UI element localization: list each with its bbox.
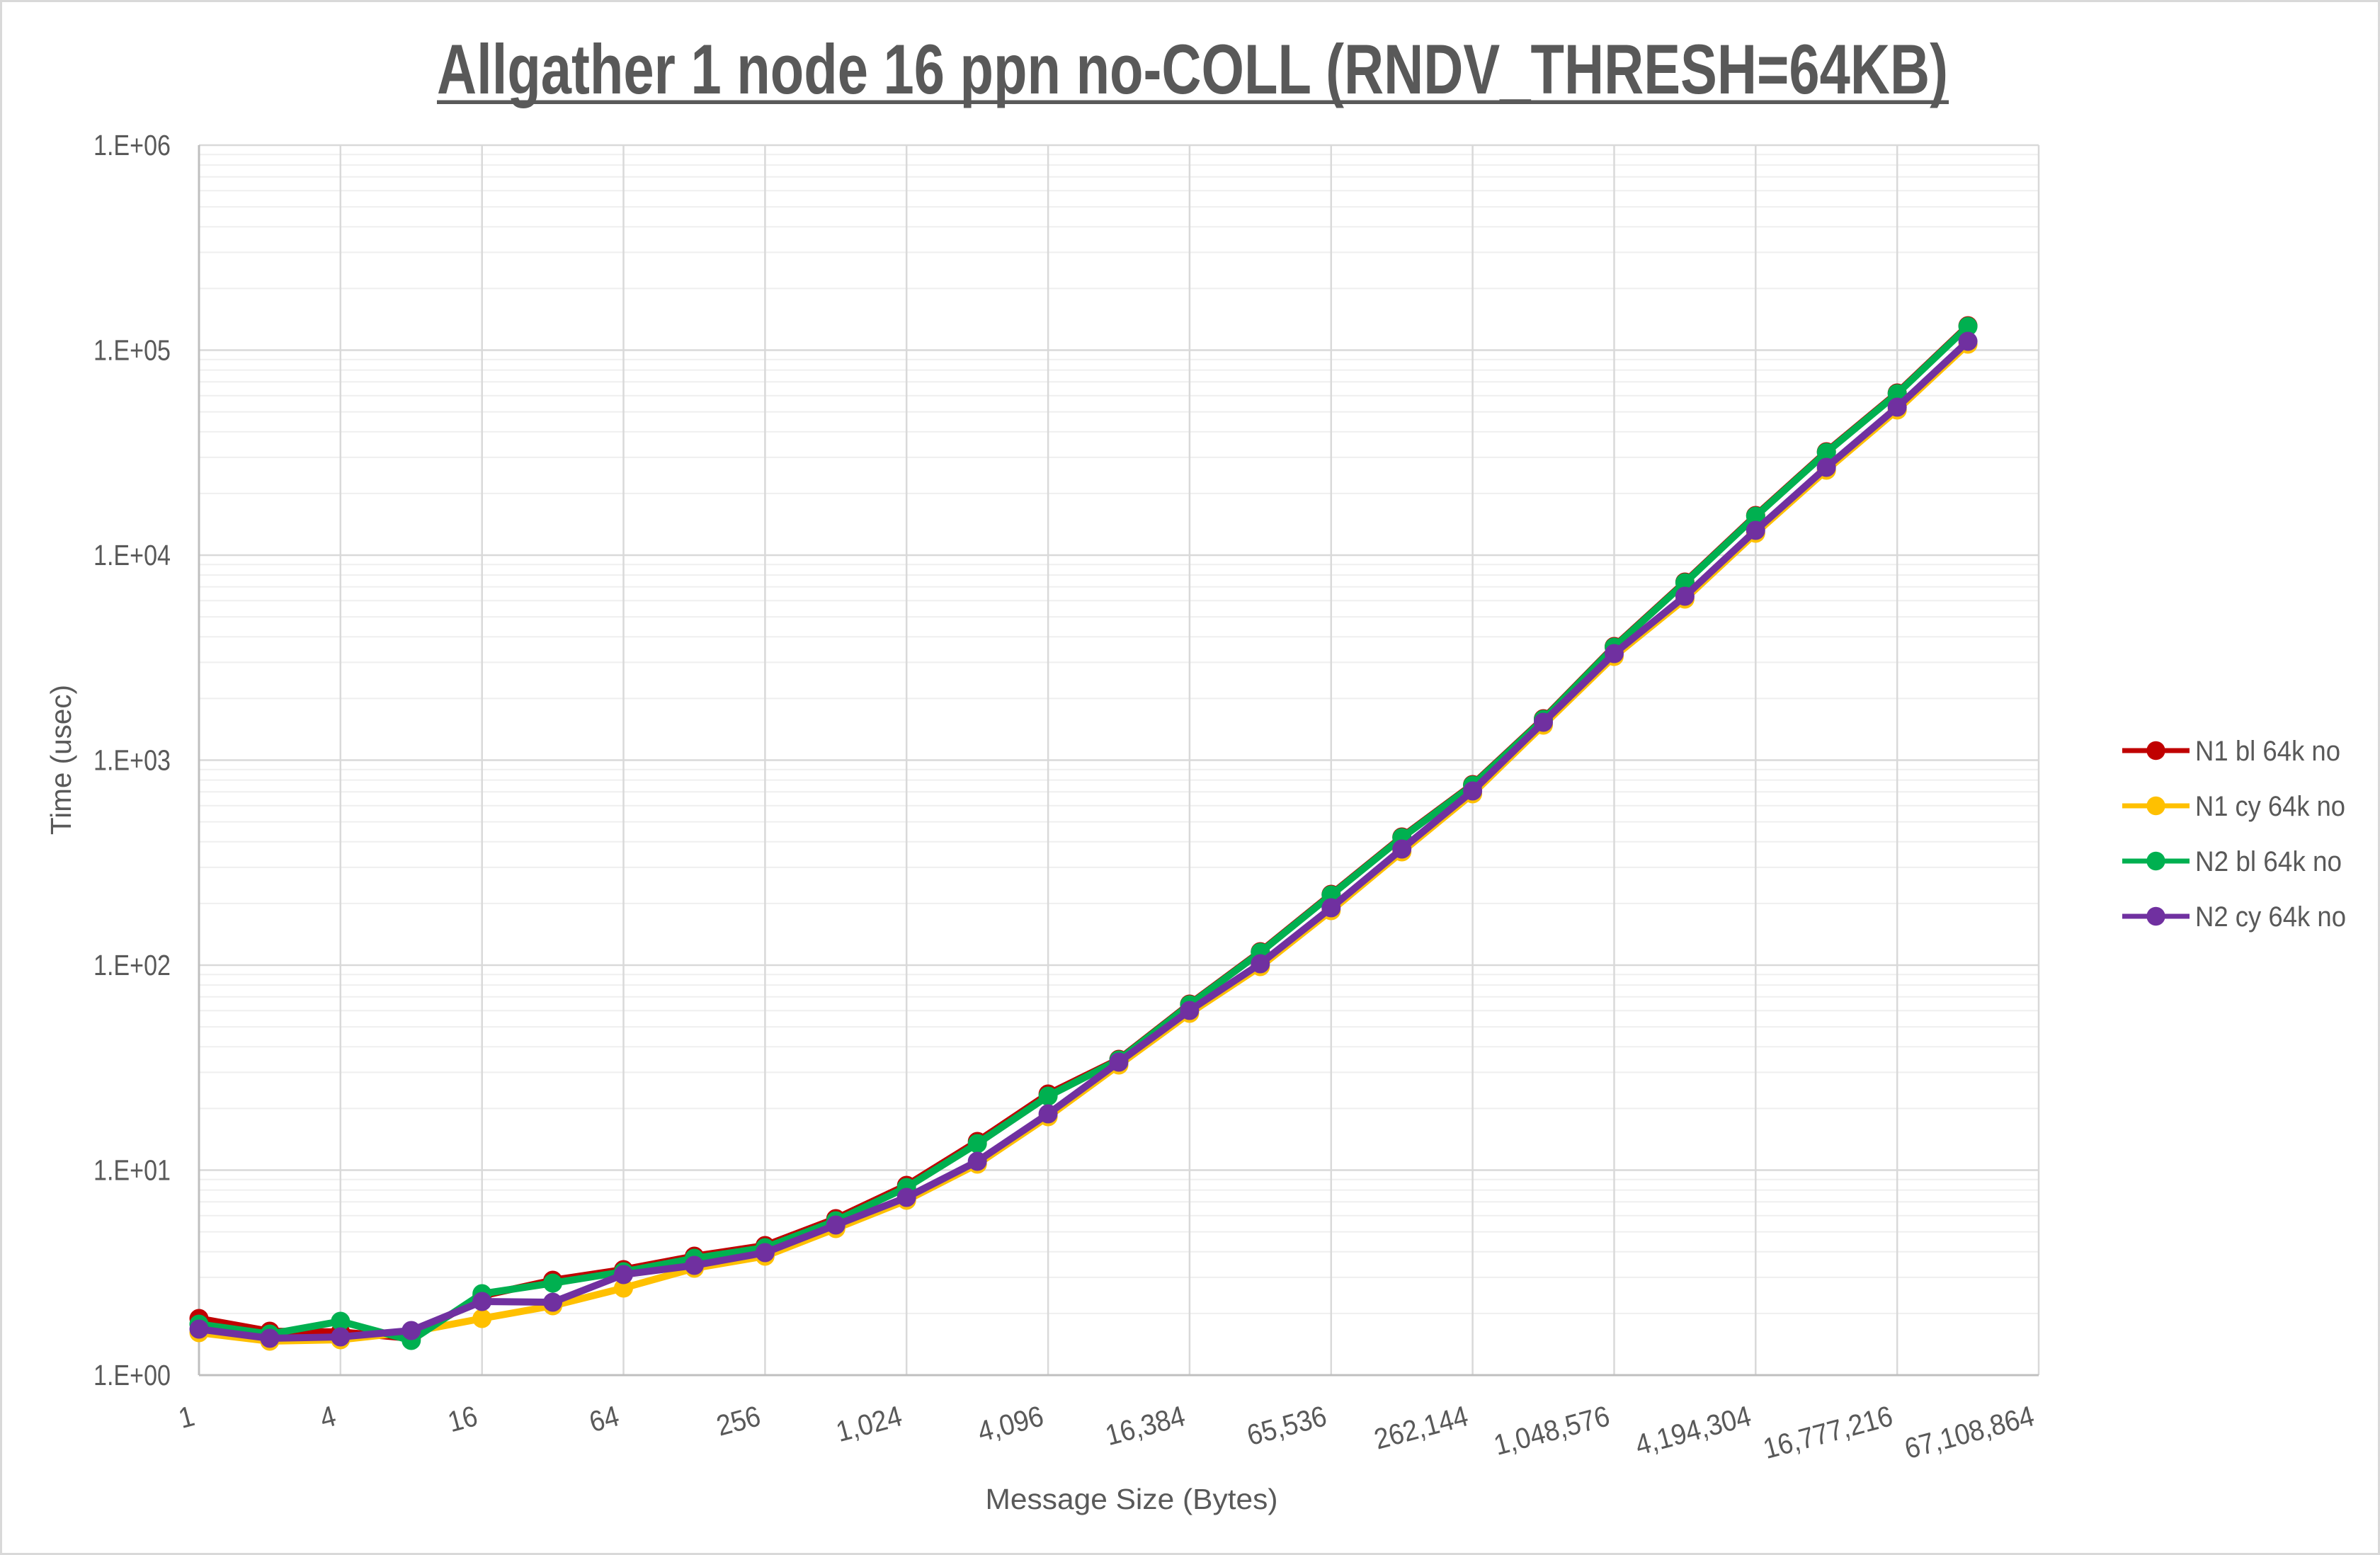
svg-text:1.E+06: 1.E+06: [93, 129, 171, 161]
svg-text:1.E+04: 1.E+04: [93, 539, 171, 571]
svg-text:N1 bl 64k no: N1 bl 64k no: [2195, 736, 2340, 767]
svg-text:Allgather 1 node 16 ppn no-COL: Allgather 1 node 16 ppn no-COLL (RNDV_TH…: [437, 30, 1948, 108]
svg-text:1.E+02: 1.E+02: [93, 949, 171, 981]
svg-text:1.E+03: 1.E+03: [93, 744, 171, 777]
svg-text:N2 cy 64k no: N2 cy 64k no: [2195, 901, 2346, 933]
svg-text:N2 bl 64k no: N2 bl 64k no: [2195, 846, 2342, 877]
svg-text:1.E+05: 1.E+05: [93, 334, 171, 367]
svg-text:Message Size (Bytes): Message Size (Bytes): [986, 1483, 1278, 1515]
svg-text:1.E+01: 1.E+01: [93, 1154, 171, 1187]
svg-text:1.E+00: 1.E+00: [93, 1359, 171, 1391]
svg-text:N1 cy 64k no: N1 cy 64k no: [2195, 791, 2345, 822]
svg-text:Time (usec): Time (usec): [45, 685, 77, 835]
